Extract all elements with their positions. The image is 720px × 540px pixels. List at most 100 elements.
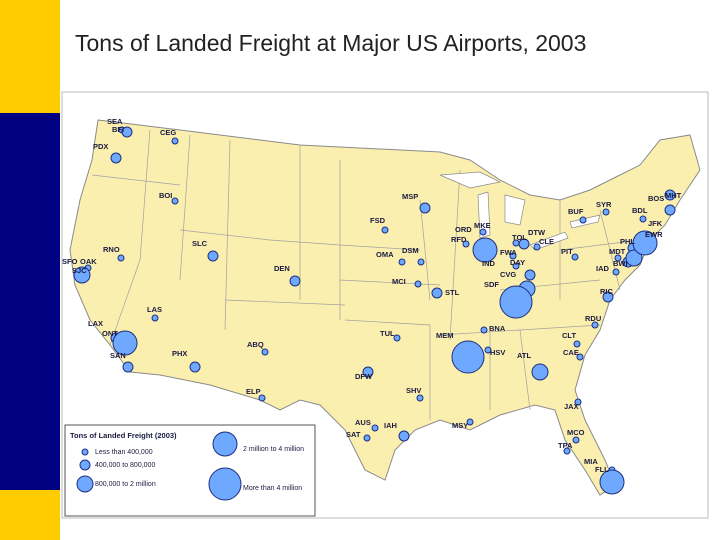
accent-bar — [0, 490, 60, 540]
airport-label: FWA — [500, 248, 517, 257]
airport-marker — [531, 363, 549, 381]
airport-label: MSY — [452, 421, 468, 430]
airport-marker — [664, 189, 676, 201]
airport-label: OAK — [80, 257, 97, 266]
airport-label: MHT — [665, 191, 682, 200]
airport-marker — [602, 208, 610, 216]
airport-label: ONT — [102, 329, 118, 338]
airport-marker — [479, 228, 487, 236]
airport-label: JFK — [648, 219, 663, 228]
airport-marker — [451, 340, 485, 374]
airport-label: MKE — [474, 221, 491, 230]
airport-marker — [417, 258, 425, 266]
airport-label: BNA — [489, 324, 506, 333]
airport-label: SAN — [110, 351, 126, 360]
airport-marker — [110, 152, 122, 164]
airport-label: SLC — [192, 239, 208, 248]
airport-marker — [171, 197, 179, 205]
airport-label: DAY — [510, 258, 525, 267]
airport-label: CLT — [562, 331, 576, 340]
airport-label: PDX — [93, 142, 108, 151]
airport-label: MEM — [436, 331, 454, 340]
airport-marker — [207, 250, 219, 262]
legend-marker — [212, 431, 238, 457]
airport-label: IAD — [596, 264, 610, 273]
legend-marker — [79, 459, 91, 471]
legend-label: 800,000 to 2 million — [95, 481, 156, 488]
airport-label: FSD — [370, 216, 386, 225]
airport-marker — [484, 346, 492, 354]
airport-marker — [591, 321, 599, 329]
legend-title: Tons of Landed Freight (2003) — [70, 431, 177, 440]
airport-marker — [625, 249, 643, 267]
airport-marker — [393, 334, 401, 342]
airport-marker — [579, 216, 587, 224]
legend-marker — [81, 448, 89, 456]
airport-label: BOI — [159, 191, 172, 200]
airport-label: MIA — [584, 457, 598, 466]
airport-marker — [524, 269, 536, 281]
airport-marker — [632, 230, 658, 256]
airport-label: LAX — [88, 319, 103, 328]
airport-label: STL — [445, 288, 460, 297]
legend-marker — [208, 467, 242, 501]
airport-label: BOS — [648, 194, 664, 203]
airport-marker — [466, 418, 474, 426]
airport-label: OMA — [376, 250, 394, 259]
airport-marker — [571, 253, 579, 261]
legend: Less than 400,000 400,000 to 800,000 800,0… — [76, 431, 304, 501]
airport-marker — [363, 434, 371, 442]
airport-label: RDU — [585, 314, 601, 323]
airport-label: SEA — [107, 117, 123, 126]
legend-label: 2 million to 4 million — [243, 446, 304, 453]
airport-label: PHX — [172, 349, 187, 358]
state-borders — [91, 129, 641, 420]
airport-label: MSP — [402, 192, 418, 201]
airports: CEG BOI RNO LAS FSD OMA DSM ABQ ELP TUL SHV AUS SAT M… — [62, 117, 682, 495]
airport-marker — [112, 330, 138, 356]
airport-label: SAT — [346, 430, 361, 439]
airport-label: SDF — [484, 280, 499, 289]
airport-label: DSM — [402, 246, 419, 255]
airport-label: CLE — [539, 237, 554, 246]
us-land — [69, 119, 701, 496]
airport-label: HSV — [490, 348, 505, 357]
airport-label: ELP — [246, 387, 261, 396]
airport-label: RNO — [103, 245, 120, 254]
airport-marker — [117, 254, 125, 262]
accent-bar — [0, 0, 60, 113]
airport-marker — [499, 285, 533, 319]
airport-label: ABQ — [247, 340, 264, 349]
airport-label: SFO — [62, 257, 78, 266]
airport-marker — [151, 314, 159, 322]
airport-marker — [576, 353, 584, 361]
airport-marker — [431, 287, 443, 299]
airport-marker — [572, 436, 580, 444]
airport-marker — [416, 394, 424, 402]
airport-marker — [512, 262, 520, 270]
airport-marker — [261, 348, 269, 356]
airport-marker — [362, 366, 374, 378]
airport-label: DEN — [274, 264, 290, 273]
airport-label: RFD — [451, 235, 467, 244]
airport-marker — [73, 266, 91, 284]
airport-label: AUS — [355, 418, 371, 427]
airport-label: IAH — [384, 421, 397, 430]
airport-label: TPA — [558, 441, 573, 450]
airport-marker — [398, 258, 406, 266]
airport-marker — [381, 226, 389, 234]
airport-label: BFI — [112, 125, 124, 134]
airport-marker — [612, 268, 620, 276]
legend-label: Less than 400,000 — [95, 449, 153, 456]
accent-bar — [0, 113, 60, 490]
airport-marker — [171, 137, 179, 145]
airport-marker — [258, 394, 266, 402]
slide-title: Tons of Landed Freight at Major US Airpo… — [75, 30, 587, 56]
airport-marker — [509, 252, 517, 260]
airport-marker — [414, 280, 422, 288]
airport-marker — [462, 240, 470, 248]
airport-label: FLL — [595, 465, 609, 474]
legend-label: 400,000 to 800,000 — [95, 462, 155, 469]
